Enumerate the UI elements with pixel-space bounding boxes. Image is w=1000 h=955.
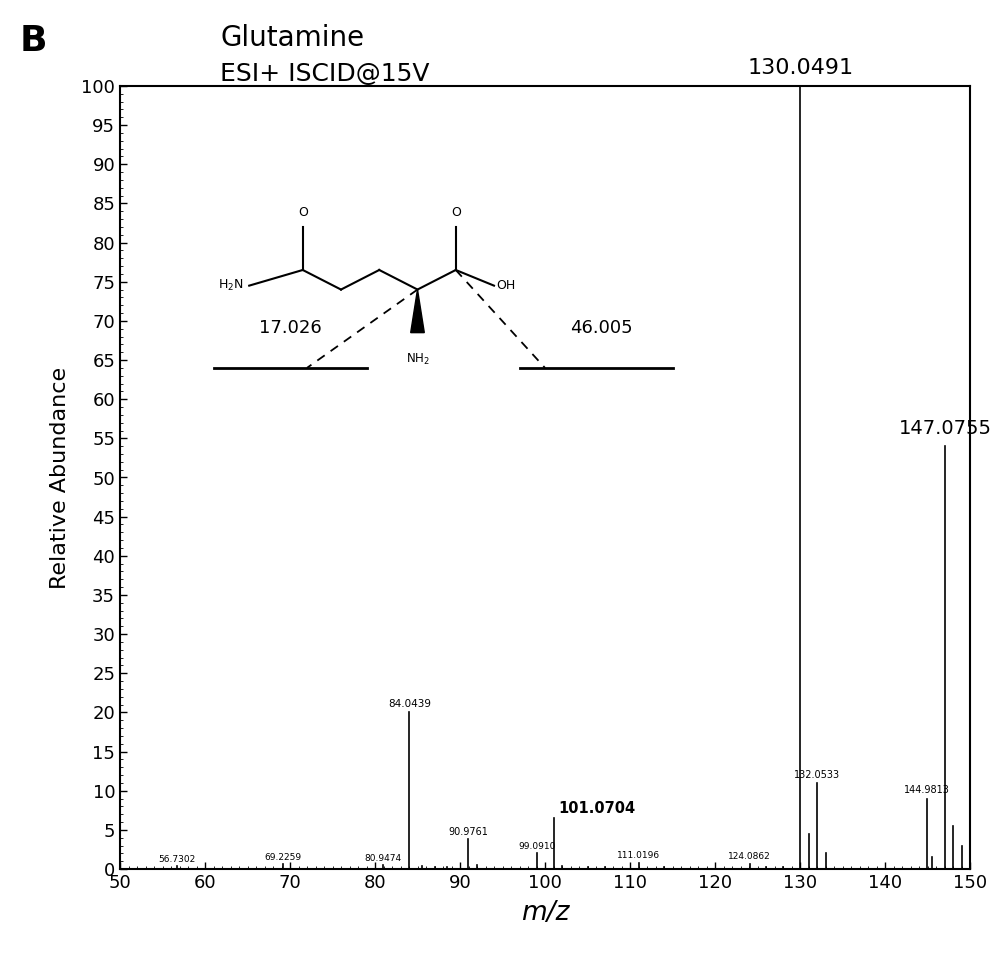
Text: 56.7302: 56.7302	[159, 855, 196, 863]
Text: 84.0439: 84.0439	[388, 699, 431, 710]
Text: 80.9474: 80.9474	[364, 854, 402, 862]
Text: B: B	[20, 24, 48, 58]
Text: 101.0704: 101.0704	[558, 801, 635, 816]
Polygon shape	[411, 289, 424, 332]
Text: 17.026: 17.026	[259, 319, 321, 336]
Text: 130.0491: 130.0491	[747, 58, 853, 78]
Text: O: O	[298, 206, 308, 219]
Y-axis label: Relative Abundance: Relative Abundance	[50, 367, 70, 588]
Text: 111.0196: 111.0196	[617, 852, 660, 860]
Text: 132.0533: 132.0533	[794, 770, 841, 780]
Text: O: O	[451, 206, 461, 219]
Text: OH: OH	[497, 279, 516, 292]
Text: 147.0755: 147.0755	[899, 419, 992, 438]
Text: 99.0910: 99.0910	[519, 842, 556, 851]
Text: 124.0862: 124.0862	[728, 852, 771, 861]
Text: NH$_2$: NH$_2$	[406, 352, 429, 368]
Text: 46.005: 46.005	[570, 319, 633, 336]
Text: 144.9813: 144.9813	[904, 785, 950, 796]
X-axis label: m/z: m/z	[521, 901, 569, 926]
Text: 69.2259: 69.2259	[265, 853, 302, 862]
Text: 90.9761: 90.9761	[448, 827, 488, 837]
Text: ESI+ ISCID@15V: ESI+ ISCID@15V	[220, 62, 430, 86]
Text: Glutamine: Glutamine	[220, 24, 364, 52]
Text: H$_2$N: H$_2$N	[218, 278, 243, 293]
